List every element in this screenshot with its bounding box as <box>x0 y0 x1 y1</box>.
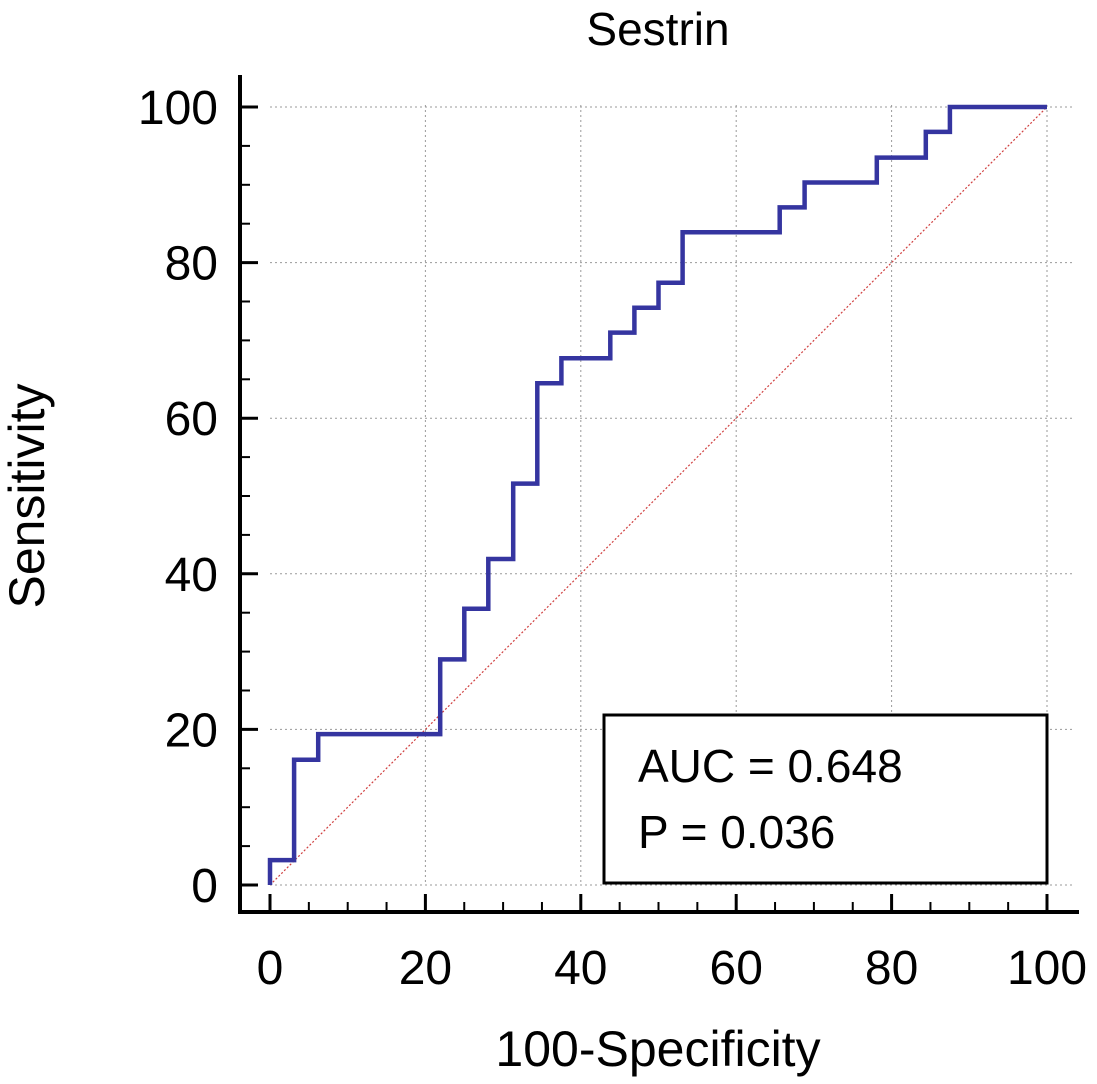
x-tick-label: 100 <box>1007 942 1087 995</box>
x-tick-label: 20 <box>399 942 452 995</box>
stats-annotation-box: AUC = 0.648 P = 0.036 <box>602 713 1049 885</box>
x-tick-label: 0 <box>257 942 284 995</box>
x-axis-label: 100-Specificity <box>495 1021 820 1077</box>
y-tick-label: 60 <box>165 393 218 446</box>
auc-text: AUC = 0.648 <box>638 740 903 792</box>
x-tick-label: 40 <box>554 942 607 995</box>
x-tick-label: 60 <box>710 942 763 995</box>
y-axis-label: Sensitivity <box>0 383 55 608</box>
axes <box>238 75 1079 914</box>
y-tick-labels: 0 20 40 60 80 100 <box>138 82 218 913</box>
roc-curve-group <box>267 104 1047 885</box>
x-tick-labels: 0 20 40 60 80 100 <box>257 942 1087 995</box>
roc-curve <box>267 104 1047 885</box>
y-tick-label: 100 <box>138 82 218 135</box>
annotation-border <box>602 713 1049 885</box>
p-value-text: P = 0.036 <box>638 806 835 858</box>
reference-diagonal-line <box>269 106 1048 886</box>
y-tick-label: 0 <box>191 860 218 913</box>
y-tick-label: 80 <box>165 238 218 291</box>
chart-title: Sestrin <box>586 3 729 55</box>
y-tick-label: 40 <box>165 549 218 602</box>
reference-line-group <box>269 106 1048 886</box>
y-tick-label: 20 <box>165 704 218 757</box>
x-tick-label: 80 <box>865 942 918 995</box>
